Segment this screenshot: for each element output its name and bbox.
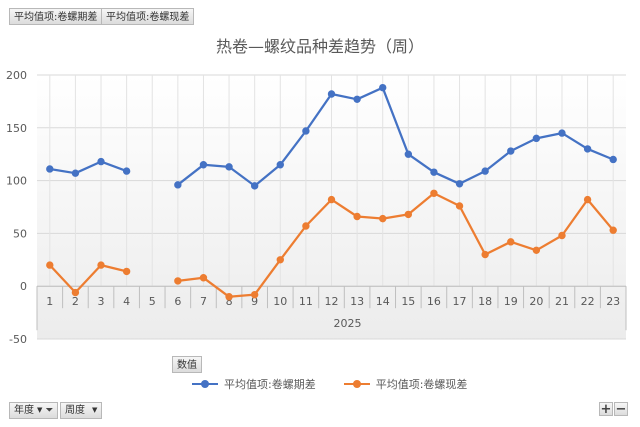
- y-tick-label: 100: [6, 175, 27, 188]
- x-tick-label: 16: [427, 295, 441, 308]
- x-group-label: 2025: [334, 317, 362, 330]
- y-tick-label: 200: [6, 69, 27, 82]
- series-2-point[interactable]: [404, 210, 413, 219]
- x-tick-label: 19: [504, 295, 518, 308]
- series-1-point[interactable]: [353, 95, 361, 103]
- series-1-point[interactable]: [583, 145, 592, 153]
- series-1-point[interactable]: [430, 168, 438, 176]
- values-field-button[interactable]: 数值: [172, 356, 202, 373]
- series-2-point[interactable]: [225, 293, 233, 301]
- x-tick-label: 4: [123, 295, 130, 308]
- series-2-point[interactable]: [455, 202, 464, 210]
- x-tick-label: 17: [453, 295, 467, 308]
- series-1-point[interactable]: [455, 180, 464, 188]
- dropdown-arrow-icon[interactable]: ▼: [37, 406, 43, 414]
- series-1-point[interactable]: [609, 155, 617, 164]
- week-field-button[interactable]: 周度 ▼: [60, 402, 103, 419]
- series-2-point[interactable]: [199, 274, 208, 282]
- series-2-line: [48, 263, 127, 294]
- series-1-point[interactable]: [276, 161, 284, 169]
- dropdown-arrow-icon[interactable]: ▼: [92, 406, 98, 414]
- x-tick-label: 9: [251, 295, 258, 308]
- series-1-point[interactable]: [481, 167, 489, 175]
- year-field-button[interactable]: 年度 ▼ ⏷: [9, 402, 59, 419]
- series-2-point[interactable]: [302, 222, 310, 230]
- week-field-label: 周度: [65, 405, 85, 416]
- series-2-point[interactable]: [507, 238, 515, 246]
- series-1-point[interactable]: [250, 182, 259, 190]
- series-2-point[interactable]: [46, 261, 54, 269]
- series-2-point[interactable]: [353, 212, 361, 221]
- x-tick-label: 7: [200, 295, 207, 308]
- x-tick-label: 2: [72, 295, 79, 308]
- series-2-point[interactable]: [583, 195, 592, 204]
- x-tick-label: 12: [325, 295, 339, 308]
- x-tick-label: 21: [555, 295, 569, 308]
- series-2-point[interactable]: [481, 250, 489, 259]
- chart-title: 热卷—螺纹品种差趋势（周）: [216, 37, 424, 56]
- legend: 平均值项:卷螺期差 平均值项:卷螺现差: [192, 376, 467, 392]
- value-field-button-2[interactable]: 平均值项:卷螺现差: [101, 8, 195, 25]
- expand-field-button[interactable]: +: [599, 402, 613, 417]
- series-1-point[interactable]: [532, 134, 541, 143]
- legend-marker-series-2: [343, 379, 370, 389]
- series-2-point[interactable]: [71, 288, 80, 297]
- series-2-point[interactable]: [430, 189, 438, 197]
- x-tick-label: 6: [174, 295, 181, 308]
- series-2-point[interactable]: [97, 261, 105, 269]
- x-tick-label: 14: [376, 295, 390, 308]
- legend-label-series-2: 平均值项:卷螺现差: [375, 378, 468, 391]
- x-tick-label: 10: [273, 295, 287, 308]
- series-2-point[interactable]: [327, 195, 336, 204]
- y-tick-label: 50: [13, 227, 27, 240]
- x-tick-label: 11: [299, 295, 313, 308]
- x-tick-label: 3: [98, 295, 105, 308]
- series-1-line: [49, 160, 127, 175]
- series-2-point[interactable]: [276, 256, 284, 264]
- series-1-point[interactable]: [404, 150, 413, 158]
- series-2-point[interactable]: [532, 246, 541, 254]
- legend-marker-series-1: [192, 379, 218, 389]
- series-1-line: [177, 86, 614, 188]
- series-2-point[interactable]: [174, 277, 182, 285]
- series-2-point[interactable]: [379, 214, 387, 223]
- x-tick-label: 20: [529, 295, 543, 308]
- series-1-point[interactable]: [558, 129, 566, 137]
- series-2-point[interactable]: [558, 231, 566, 240]
- x-tick-label: 23: [606, 295, 620, 308]
- series-1-point[interactable]: [46, 165, 54, 173]
- x-tick-label: 13: [350, 295, 364, 308]
- collapse-field-button[interactable]: −: [614, 402, 628, 417]
- series-1-point[interactable]: [199, 161, 208, 169]
- legend-item-series-2: 平均值项:卷螺现差: [343, 376, 468, 392]
- x-tick-label: 1: [46, 295, 53, 308]
- x-tick-label: 22: [581, 295, 595, 308]
- series-1-point[interactable]: [225, 163, 233, 171]
- x-tick-label: 8: [226, 295, 233, 308]
- series-1-point[interactable]: [97, 157, 105, 166]
- y-tick-label: 0: [20, 280, 27, 293]
- y-tick-label: -50: [9, 333, 27, 346]
- series-2-point[interactable]: [609, 226, 617, 234]
- series-1-point[interactable]: [71, 169, 80, 177]
- x-tick-label: 15: [401, 295, 415, 308]
- filter-funnel-icon[interactable]: ⏷: [45, 405, 54, 416]
- series-1-point[interactable]: [379, 83, 387, 92]
- legend-item-series-1: 平均值项:卷螺期差: [192, 376, 316, 392]
- series-2-point[interactable]: [250, 290, 259, 299]
- series-1-point[interactable]: [327, 90, 336, 98]
- series-2-line: [177, 192, 615, 298]
- series-2-point[interactable]: [122, 267, 131, 276]
- series-1-point[interactable]: [507, 147, 515, 155]
- legend-label-series-1: 平均值项:卷螺期差: [224, 378, 316, 391]
- x-tick-label: 5: [149, 295, 156, 308]
- x-tick-label: 18: [478, 295, 492, 308]
- series-1-point[interactable]: [302, 127, 310, 135]
- series-1-point[interactable]: [122, 167, 131, 175]
- year-field-label: 年度: [14, 405, 34, 416]
- series-1-point[interactable]: [174, 181, 182, 189]
- y-tick-label: 150: [6, 122, 27, 135]
